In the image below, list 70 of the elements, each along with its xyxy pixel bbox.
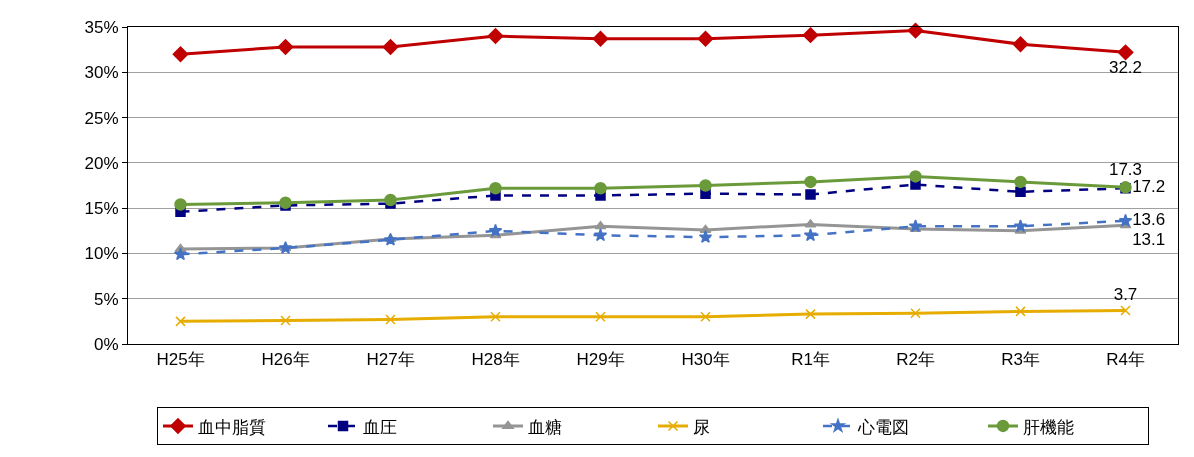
data-label: 13.6 [1132,210,1166,230]
point [1118,213,1133,227]
point [1120,305,1131,316]
point [489,181,502,195]
x-tick-label: H30年 [681,350,730,370]
y-tick-label: 35% [84,17,119,37]
point [382,39,399,55]
data-label: 17.3 [1108,160,1143,180]
point [804,175,817,189]
data-label: 13.1 [1132,229,1166,249]
y-tick-label: 20% [84,153,119,173]
x-tick-label: H29年 [576,350,625,370]
x-tick-label: H27年 [366,350,415,370]
point [1117,44,1134,61]
point [1015,306,1026,317]
legend-label: 血圧 [363,417,397,437]
x-tick-label: H25年 [156,350,205,370]
y-tick-label: 0% [94,334,119,354]
legend-label: 血糖 [528,417,562,437]
point [908,219,923,233]
point [173,247,188,261]
point [592,30,609,47]
point [595,311,606,323]
point [279,196,292,209]
x-tick-label: R4年 [1106,350,1145,370]
x-tick-label: R2年 [896,350,935,370]
data-label: 17.2 [1132,177,1166,197]
x-tick-label: R3年 [1001,350,1040,370]
x-tick-label: H28年 [471,350,520,370]
point [697,30,714,47]
point [277,39,294,55]
x-tick-label: R1年 [791,350,830,370]
point [172,46,189,63]
point [175,316,186,327]
point [1015,186,1026,198]
point [487,28,504,44]
y-tick-label: 15% [84,199,119,219]
point [910,307,921,319]
point [909,170,922,183]
point [593,228,608,242]
point [803,228,818,242]
y-tick-label: 10% [84,244,119,264]
point [488,223,503,237]
point [805,308,816,320]
x-tick-label: H26年 [261,350,310,370]
point [698,230,713,243]
y-tick-label: 5% [94,289,119,309]
point [805,189,816,200]
legend-label: 血中脂質 [198,417,266,437]
legend-label: 肝機能 [1023,417,1074,437]
legend-label: 心電図 [857,417,909,437]
point [1014,175,1027,189]
y-tick-label: 30% [84,63,119,83]
point [383,232,398,246]
data-label: 3.7 [1113,284,1138,304]
point [1012,36,1029,53]
point [802,27,819,44]
point [594,181,607,195]
point [1013,219,1028,233]
point [280,315,291,326]
point [700,311,711,323]
point [385,314,396,325]
data-label: 32.2 [1108,57,1143,77]
point [907,22,924,39]
point [384,193,397,207]
y-tick-label: 25% [84,108,119,128]
point [490,311,501,323]
point [699,179,712,192]
legend-label: 尿 [693,417,710,437]
point [174,198,187,211]
